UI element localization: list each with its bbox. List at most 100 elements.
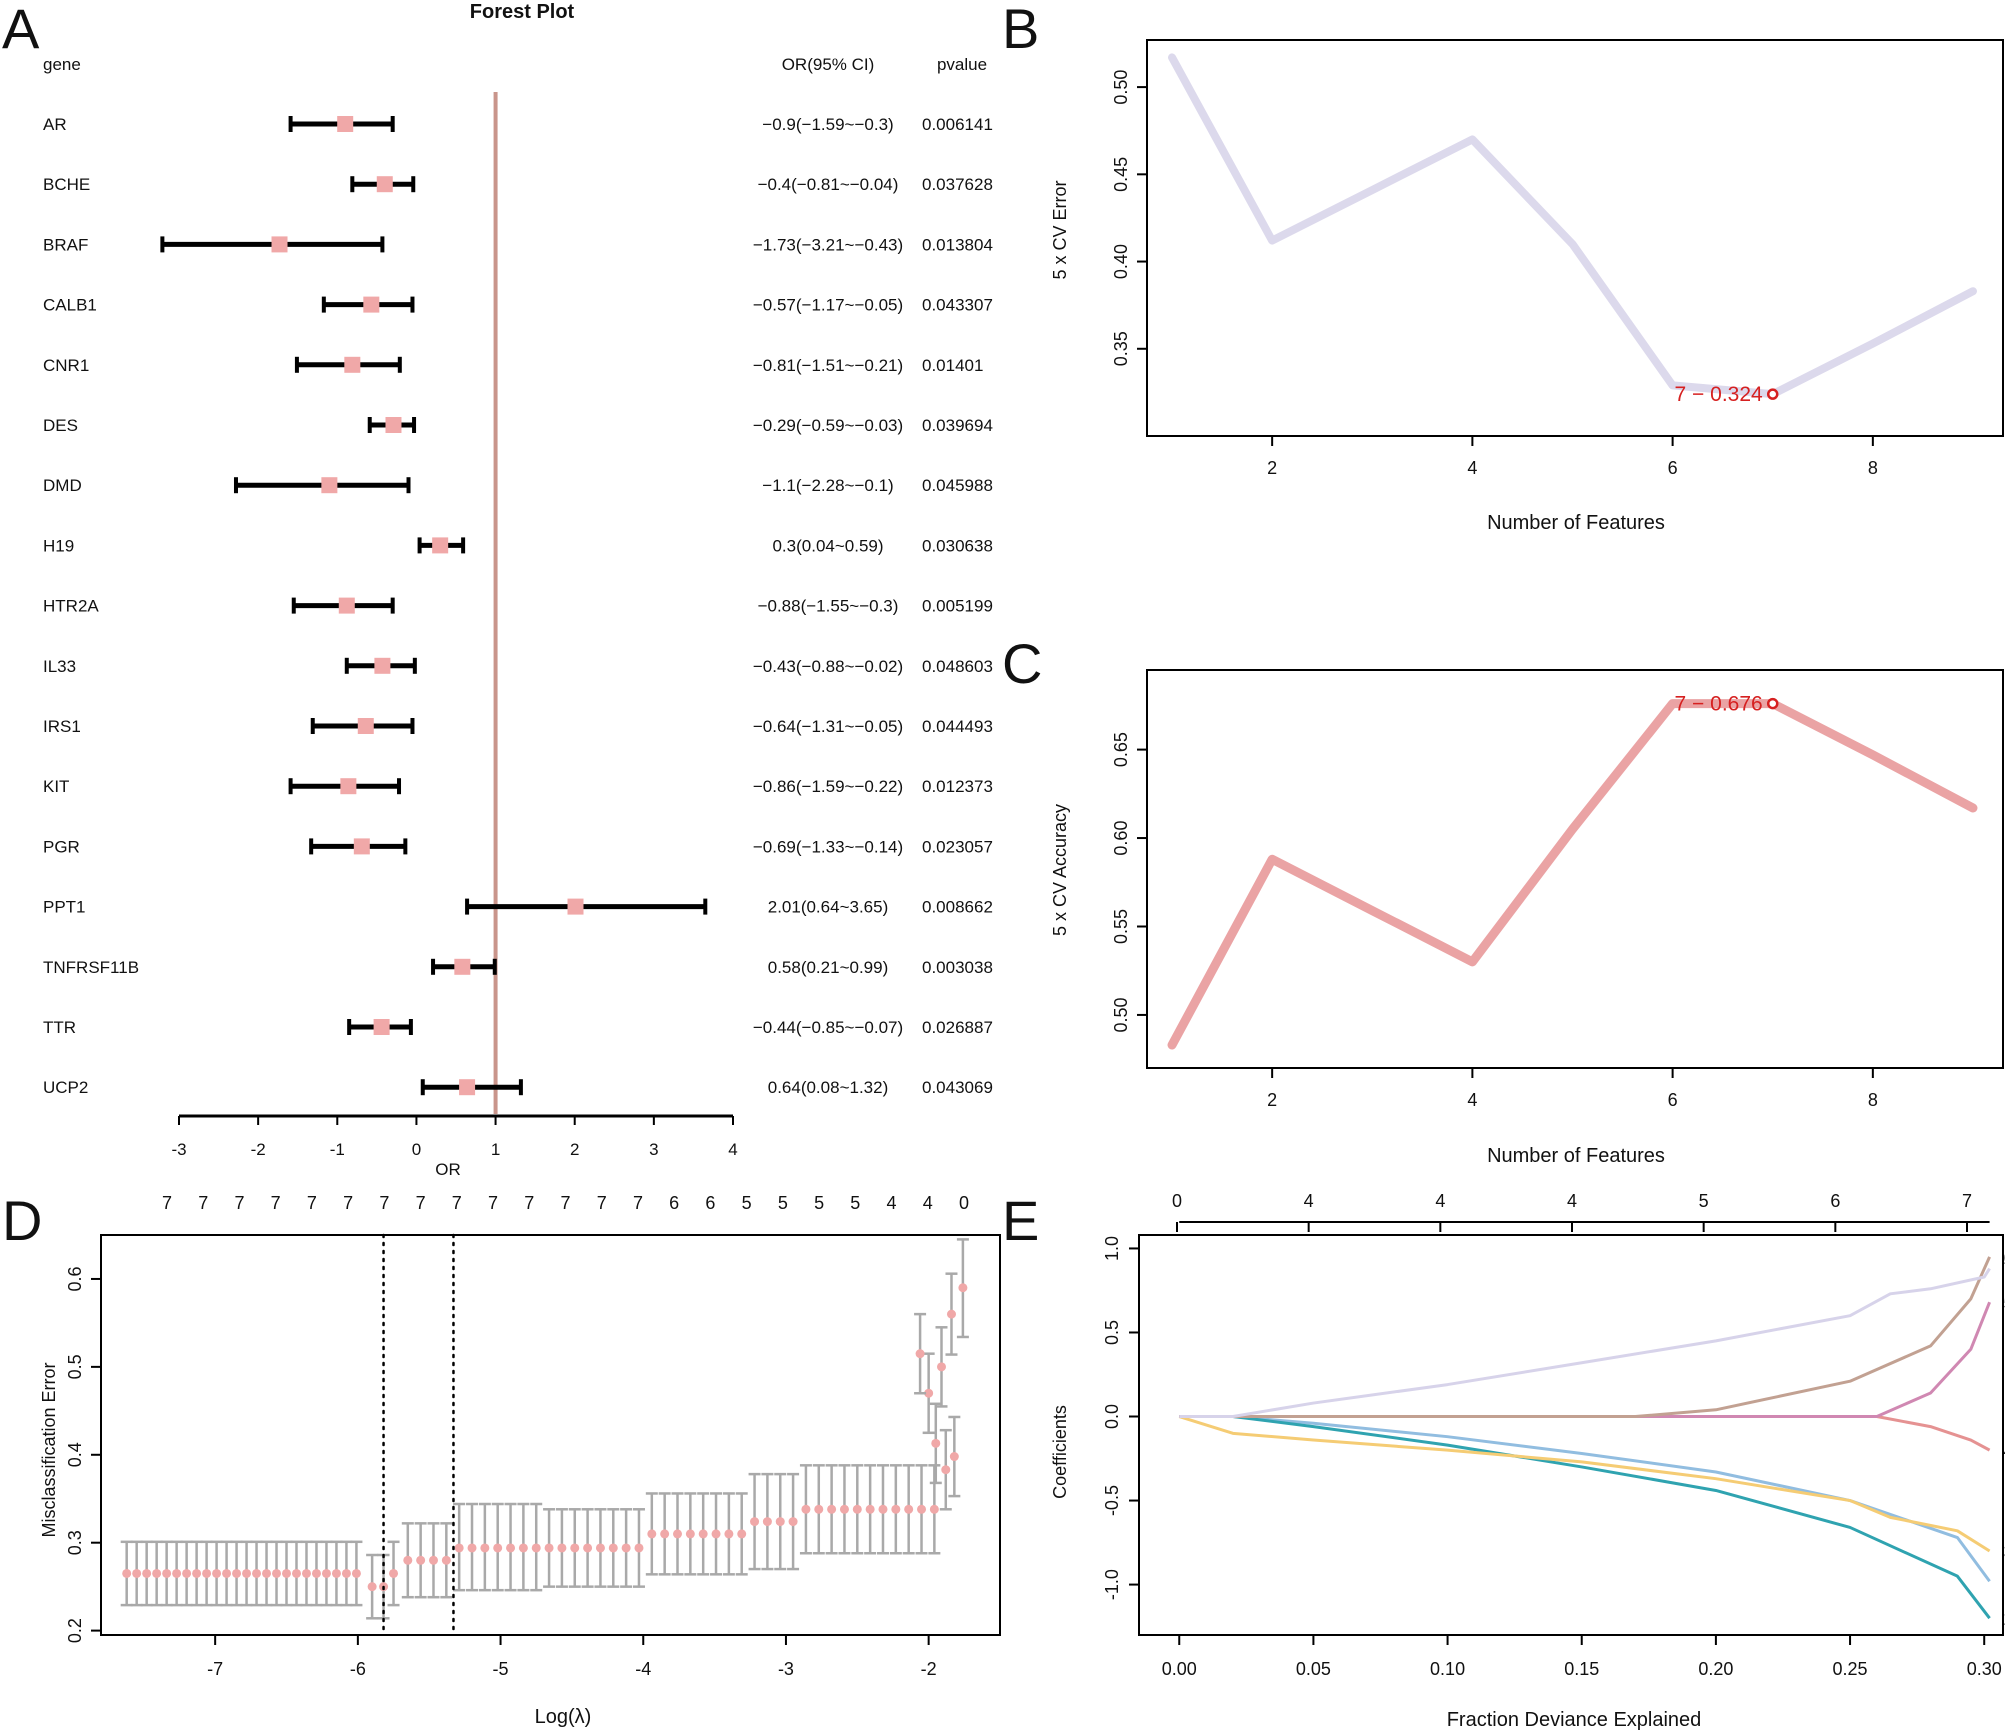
lasso-cv-x-tick-label: -4 bbox=[635, 1659, 651, 1679]
lasso-cv-point bbox=[904, 1504, 914, 1514]
lasso-cv-point bbox=[570, 1543, 580, 1553]
lasso-cv-feature-count: 5 bbox=[742, 1193, 752, 1213]
lasso-cv-feature-count: 7 bbox=[307, 1193, 317, 1213]
lasso-cv-point bbox=[531, 1543, 541, 1553]
forest-pvalue-label: 0.048603 bbox=[922, 657, 993, 676]
lasso-cv-point bbox=[946, 1309, 956, 1319]
forest-col-or: OR(95% CI) bbox=[782, 55, 875, 74]
forest-gene-label: TNFRSF11B bbox=[43, 958, 139, 977]
lasso-cv-feature-count: 7 bbox=[597, 1193, 607, 1213]
lasso-cv-y-tick-label: 0.2 bbox=[65, 1618, 85, 1643]
forest-pvalue-label: 0.045988 bbox=[922, 476, 993, 495]
lasso-cv-point bbox=[762, 1517, 772, 1527]
forest-x-tick-label: 3 bbox=[649, 1140, 658, 1159]
forest-ci-label: 0.64(0.08~1.32) bbox=[768, 1078, 889, 1097]
lasso-cv-point bbox=[634, 1543, 644, 1553]
cv_error-series-line bbox=[1168, 53, 1977, 399]
lasso-cv-point bbox=[506, 1543, 516, 1553]
cv_accuracy-point bbox=[1170, 1043, 1174, 1047]
lasso-path-frame bbox=[1138, 1234, 2004, 1636]
forest-or-box bbox=[357, 718, 374, 734]
lasso-cv-point bbox=[142, 1568, 152, 1578]
forest-ci-label: −0.81(−1.51~−0.21) bbox=[753, 356, 903, 375]
lasso-cv-point bbox=[698, 1529, 708, 1539]
lasso-cv-point bbox=[936, 1362, 946, 1372]
forest-gene-label: H19 bbox=[43, 536, 74, 555]
lasso-cv-point bbox=[915, 1349, 925, 1359]
lasso-cv-point bbox=[929, 1504, 939, 1514]
forest-pvalue-label: 0.037628 bbox=[922, 175, 993, 194]
forest-col-gene: gene bbox=[43, 55, 81, 74]
lasso-cv-feature-count: 7 bbox=[633, 1193, 643, 1213]
cv_accuracy-point bbox=[1270, 857, 1274, 861]
forest-or-box bbox=[363, 296, 380, 313]
cv_error-point bbox=[1270, 239, 1274, 243]
lasso-cv-x-tick-label: -7 bbox=[207, 1659, 223, 1679]
lasso-cv-point bbox=[924, 1388, 934, 1398]
lasso-cv-point bbox=[454, 1543, 464, 1553]
forest-ci-label: −1.1(−2.28~−0.1) bbox=[762, 476, 893, 495]
lasso-cv-y-tick-label: 0.4 bbox=[65, 1442, 85, 1467]
lasso-path-ylabel: Coefficients bbox=[1050, 1405, 1070, 1499]
lasso-cv-xlabel: Log(λ) bbox=[535, 1706, 592, 1728]
forest-pvalue-label: 0.003038 bbox=[922, 958, 993, 977]
lasso-path-top-tick-label: 5 bbox=[1699, 1191, 1709, 1211]
lasso-path-series-7 bbox=[1179, 1267, 1991, 1419]
lasso-cv-x-tick-label: -6 bbox=[350, 1659, 366, 1679]
forest-gene-label: BCHE bbox=[43, 175, 90, 194]
cv-error-xlabel: Number of Features bbox=[1487, 512, 1665, 534]
lasso-path-y-tick-label: -1.0 bbox=[1102, 1569, 1122, 1600]
cv_error-y-tick-label: 0.35 bbox=[1111, 331, 1131, 366]
forest-col-pvalue: pvalue bbox=[937, 55, 987, 74]
lasso-cv-point bbox=[673, 1529, 683, 1539]
cv_error-point bbox=[1671, 383, 1675, 387]
forest-or-box bbox=[459, 1079, 476, 1096]
cv_accuracy-point bbox=[1671, 702, 1675, 706]
lasso-path-series-2 bbox=[1179, 1415, 1991, 1620]
lasso-cv-point bbox=[685, 1529, 695, 1539]
forest-x-tick-label: -2 bbox=[251, 1140, 266, 1159]
lasso-cv-feature-count: 6 bbox=[705, 1193, 715, 1213]
lasso-cv-point bbox=[878, 1504, 888, 1514]
lasso-path-series-label: 5 bbox=[2004, 1293, 2005, 1313]
forest-pvalue-label: 0.044493 bbox=[922, 717, 993, 736]
lasso-cv-point bbox=[865, 1504, 875, 1514]
cv_accuracy-frame bbox=[1146, 669, 2004, 1069]
forest-or-box bbox=[340, 778, 357, 795]
forest-gene-label: UCP2 bbox=[43, 1078, 88, 1097]
lasso-cv-point bbox=[152, 1568, 162, 1578]
cv_accuracy-best-label: 7 − 0.676 bbox=[1675, 693, 1763, 716]
lasso-cv-point bbox=[737, 1529, 747, 1539]
lasso-path-top-tick-label: 4 bbox=[1567, 1191, 1577, 1211]
cv_error-x-tick-label: 4 bbox=[1467, 458, 1477, 478]
cv_error-point bbox=[1370, 188, 1374, 192]
lasso-cv-point bbox=[212, 1568, 222, 1578]
lasso-cv-point bbox=[814, 1504, 824, 1514]
lasso-cv-point bbox=[389, 1568, 399, 1578]
lasso-cv-feature-count: 7 bbox=[488, 1193, 498, 1213]
lasso-path-top-tick-label: 7 bbox=[1962, 1191, 1972, 1211]
lasso-path-y-tick-label: 0.5 bbox=[1102, 1320, 1122, 1345]
lasso-cv-point bbox=[750, 1517, 760, 1527]
cv_accuracy-x-tick-label: 8 bbox=[1868, 1090, 1878, 1110]
lasso-cv-point bbox=[931, 1438, 941, 1448]
lasso-cv-chart: Log(λ) Misclassification Error -7 -6 -5 -4 -… bbox=[39, 1193, 1001, 1728]
lasso-cv-point bbox=[232, 1568, 242, 1578]
forest-or-box bbox=[385, 417, 402, 433]
forest-or-box bbox=[271, 236, 288, 253]
forest-gene-label: PGR bbox=[43, 837, 80, 856]
forest-pvalue-label: 0.030638 bbox=[922, 536, 993, 555]
lasso-cv-point bbox=[341, 1568, 351, 1578]
lasso-cv-feature-count: 6 bbox=[669, 1193, 679, 1213]
lasso-cv-point bbox=[172, 1568, 182, 1578]
forest-ci-label: −0.57(−1.17~−0.05) bbox=[753, 296, 903, 315]
lasso-cv-feature-count: 7 bbox=[379, 1193, 389, 1213]
forest-x-tick-label: 0 bbox=[412, 1140, 421, 1159]
forest-or-box bbox=[337, 116, 354, 132]
forest-gene-label: BRAF bbox=[43, 235, 88, 254]
lasso-cv-point bbox=[291, 1568, 301, 1578]
lasso-cv-frame bbox=[100, 1234, 1001, 1636]
lasso-cv-point bbox=[467, 1543, 477, 1553]
lasso-cv-feature-count: 0 bbox=[959, 1193, 969, 1213]
cv_accuracy-y-tick-label: 0.55 bbox=[1111, 909, 1131, 944]
